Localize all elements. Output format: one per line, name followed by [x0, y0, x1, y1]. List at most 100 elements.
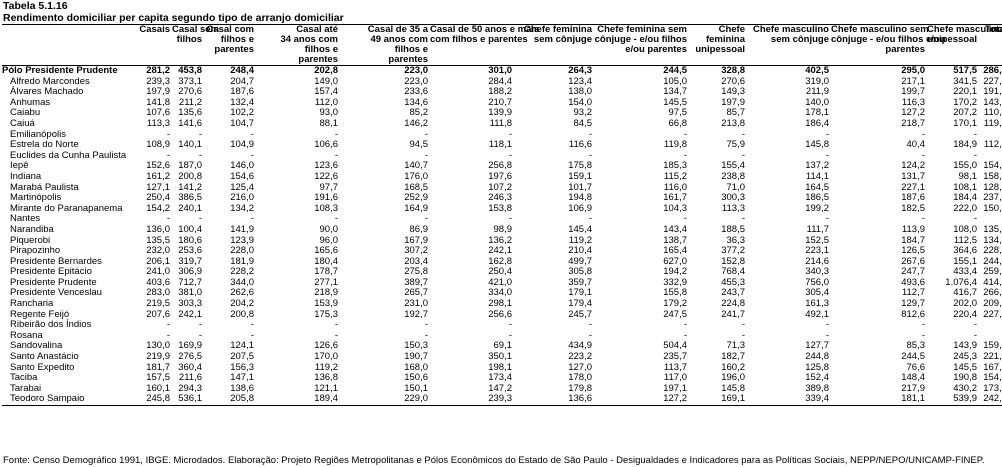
table-cell: 165,4 — [663, 245, 687, 257]
table-cell: 136,6 — [568, 393, 592, 405]
table-cell: 247,7 — [901, 266, 925, 278]
table-cell: 199,2 — [805, 202, 829, 214]
table-cell: - — [198, 149, 202, 161]
table-cell: 190,7 — [404, 351, 428, 363]
table-cell: 768,4 — [721, 266, 745, 278]
table-cell: 36,3 — [726, 234, 746, 246]
table-cell: - — [683, 149, 687, 161]
table-cell: 127,2 — [901, 107, 925, 119]
table-cell: 164,5 — [805, 181, 829, 193]
table-cell: 175,3 — [314, 308, 338, 320]
table-cell: 218,9 — [314, 287, 338, 299]
table-cell: - — [825, 213, 829, 225]
table-cell: 238,8 — [721, 170, 745, 182]
table-cell: 207,6 — [146, 308, 170, 320]
table-cell: 138,7 — [663, 234, 687, 246]
table-cell: 517,5 — [953, 65, 977, 76]
table-row: Teodoro Sampaio 245,8 536,1 205,8 189,4 229,0… — [2, 393, 1002, 406]
table-cell: 161,3 — [805, 298, 829, 310]
table-cell: 187,0 — [178, 160, 202, 172]
table-row: Euclides da Cunha Paulista------------- — [2, 149, 1002, 162]
row-label: Narandiba — [10, 223, 54, 235]
table-cell: 256,6 — [488, 308, 512, 320]
row-label: Mirante do Paranapanema — [10, 202, 123, 214]
table-cell: 132,4 — [230, 96, 254, 108]
table-cell: 213,8 — [721, 117, 745, 129]
table-cell: 140,1 — [178, 139, 202, 151]
table-cell: 197,9 — [721, 96, 745, 108]
table-cell: 155,0 — [953, 160, 977, 172]
table-cell: 154,2 — [983, 372, 1002, 384]
table-cell: 229,0 — [404, 393, 428, 405]
table-cell: - — [741, 319, 745, 331]
table-cell: 117,0 — [663, 372, 687, 384]
table-cell: 340,3 — [805, 266, 829, 278]
table-cell: 191,0 — [983, 86, 1002, 98]
column-header: Chefe feminina sem cônjuge — [523, 24, 592, 45]
table-cell: 138,0 — [568, 86, 592, 98]
table-cell: - — [250, 329, 254, 341]
row-label: Santo Expedito — [10, 361, 75, 373]
table-row: Presidente Venceslau 283,0 381,0 262,6 218,9… — [2, 288, 1002, 299]
table-cell: 136,0 — [146, 223, 170, 235]
table-cell: 295,0 — [901, 65, 925, 76]
table-cell: 134,2 — [230, 202, 254, 214]
table-cell: 214,6 — [805, 255, 829, 267]
table-cell: 217,1 — [901, 75, 925, 87]
table-cell: 228,8 — [983, 245, 1002, 257]
table-cell: 284,4 — [488, 75, 512, 87]
table-cell: 244,3 — [983, 255, 1002, 267]
table-row: Anhumas 141,8 211,2 132,4 112,0 134,6 210,7 154… — [2, 96, 1002, 109]
table-cell: - — [683, 329, 687, 341]
table-cell: 90,0 — [319, 223, 339, 235]
table-cell: 359,7 — [568, 276, 592, 288]
table-cell: - — [921, 128, 925, 140]
table-cell: - — [921, 149, 925, 161]
table-cell: - — [825, 329, 829, 341]
table-cell: 124,2 — [901, 160, 925, 172]
table-cell: 107,2 — [488, 181, 512, 193]
table-cell: 173,1 — [983, 382, 1002, 394]
table-cell: 146,2 — [404, 117, 428, 129]
table-row: Regente Feijó 207,6 242,1 200,8 175,3 192,7 25… — [2, 308, 1002, 321]
table-cell: 223,1 — [805, 245, 829, 257]
table-cell: 244,8 — [805, 351, 829, 363]
column-header: Casal com filhos e parentes — [206, 24, 254, 55]
table-cell: 143,9 — [953, 340, 977, 352]
table-cell: 188,5 — [721, 223, 745, 235]
table-cell: - — [683, 319, 687, 331]
table-cell: - — [198, 319, 202, 331]
table-cell: - — [825, 319, 829, 331]
row-label: Estrela do Norte — [10, 139, 79, 151]
table-cell: 106,6 — [314, 139, 338, 151]
table-cell: 157,4 — [314, 86, 338, 98]
table-cell: 178,7 — [314, 266, 338, 278]
column-header: Chefe masculino sem cônjuge — [752, 24, 829, 45]
table-cell: 275,8 — [404, 266, 428, 278]
table-cell: 712,7 — [178, 276, 202, 288]
table-cell: 334,0 — [488, 287, 512, 299]
table-row: Caiabu 107,6 135,6 102,2 93,0 85,2 139,9 93,2 97… — [2, 108, 1002, 119]
table-cell: - — [508, 128, 512, 140]
row-label: Tarabai — [10, 382, 42, 394]
table-cell: 101,7 — [568, 181, 592, 193]
table-cell: - — [334, 128, 338, 140]
table-row: Narandiba 136,0 100,4 141,9 90,0 86,9 98,9 145,… — [2, 223, 1002, 236]
table-cell: 71,3 — [726, 340, 746, 352]
table-row: Pirapozinho 232,0 253,6 228,0 165,6 307,2 242,… — [2, 245, 1002, 257]
table-cell: - — [588, 329, 592, 341]
table-cell: 159,2 — [983, 340, 1002, 352]
table-cell: 159,1 — [568, 170, 592, 182]
table-cell: 244,5 — [663, 65, 687, 76]
table-cell: 377,2 — [721, 245, 745, 257]
table-cell: - — [198, 213, 202, 225]
table-cell: 85,2 — [409, 107, 429, 119]
column-header: Chefe masculino unipessoal — [927, 24, 1002, 45]
table-cell: 492,1 — [805, 308, 829, 320]
table-cell: 364,6 — [953, 245, 977, 257]
table-cell: 233,6 — [404, 86, 428, 98]
table-cell: 134,7 — [663, 86, 687, 98]
table-cell: - — [741, 149, 745, 161]
table-cell: 270,6 — [178, 86, 202, 98]
table-cell: 221,6 — [983, 351, 1002, 363]
